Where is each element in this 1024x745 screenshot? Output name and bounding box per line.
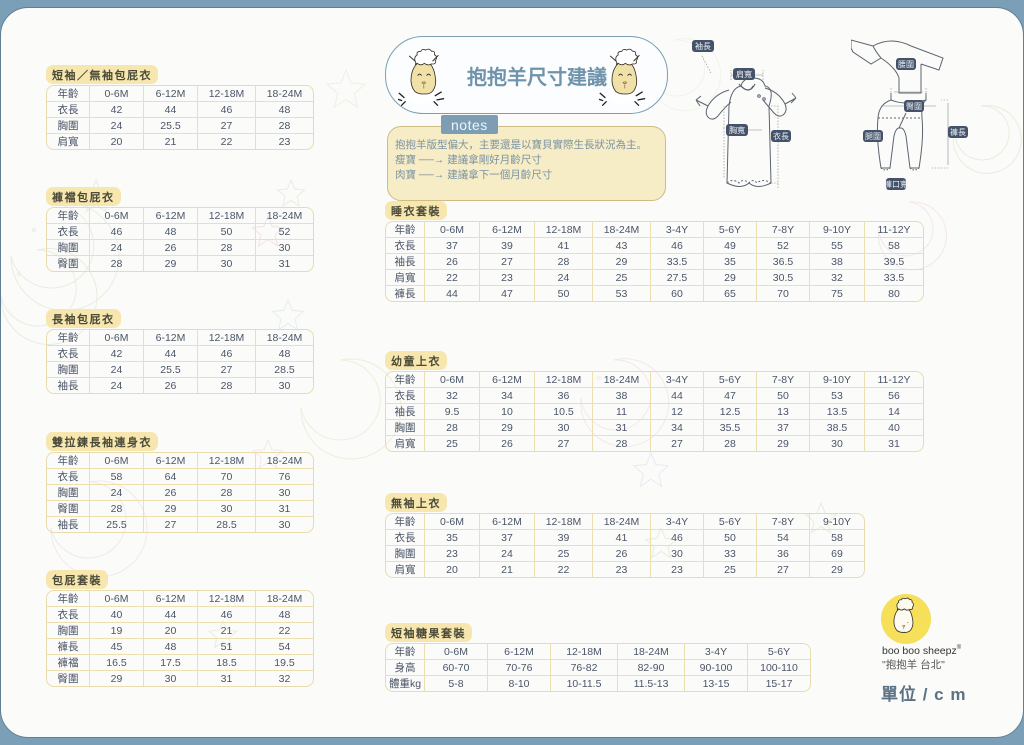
svg-text:袖長: 袖長 xyxy=(695,41,711,51)
svg-text:衣長: 衣長 xyxy=(773,131,789,141)
svg-text:腰圍: 腰圍 xyxy=(898,60,914,69)
svg-text:臀圍: 臀圍 xyxy=(906,102,922,111)
svg-text:褲長: 褲長 xyxy=(950,127,966,137)
svg-text:褲口寬: 褲口寬 xyxy=(884,179,908,189)
svg-text:腿圍: 腿圍 xyxy=(865,132,881,141)
svg-text:肩寬: 肩寬 xyxy=(736,69,752,79)
svg-text:胸寬: 胸寬 xyxy=(729,125,745,135)
